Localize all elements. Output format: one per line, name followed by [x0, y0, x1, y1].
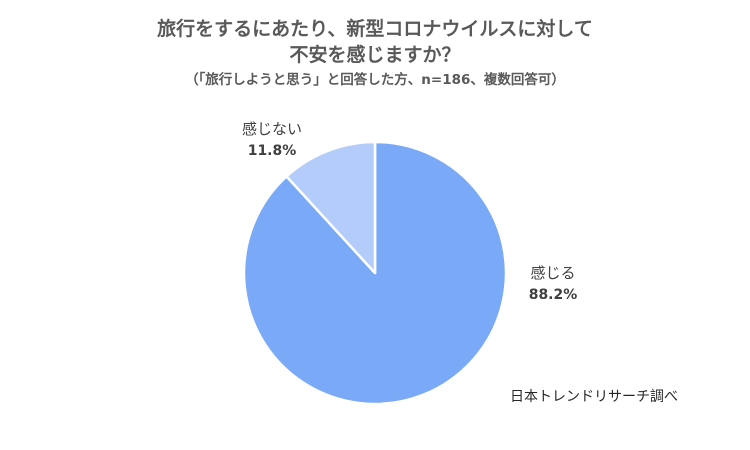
chart-subtitle: （「旅行しようと思う」と回答した方、n=186、複数回答可） [185, 72, 565, 88]
pie-slice-not-anxious [285, 140, 377, 275]
slice-label-percent: 88.2% [528, 287, 578, 303]
slice-label-percent: 11.8% [247, 143, 297, 159]
slice-label-not-anxious: 感じない 11.8% [232, 118, 312, 162]
chart-title-line1: 旅行をするにあたり、新型コロナウイルスに対して [157, 18, 593, 40]
slice-label-name: 感じる [530, 264, 576, 282]
slice-label-feel-anxious: 感じる 88.2% [518, 262, 588, 306]
chart-title-line2: 不安を感じますか？ [289, 44, 461, 66]
source-note: 日本トレンドリサーチ調べ [510, 389, 678, 405]
slice-label-name: 感じない [241, 120, 302, 138]
